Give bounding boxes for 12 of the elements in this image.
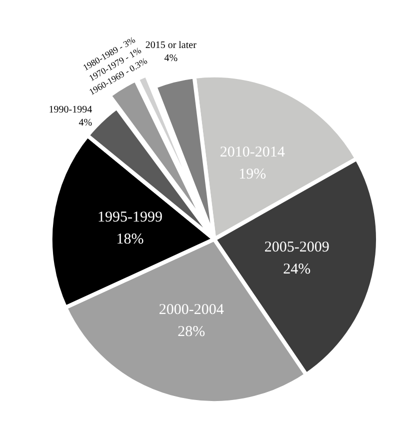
data-label: 19% bbox=[238, 166, 266, 182]
slice-label: 1995-1999 bbox=[97, 209, 162, 226]
data-label: 28% bbox=[178, 324, 206, 340]
data-label: 18% bbox=[116, 231, 144, 248]
data-label: 24% bbox=[283, 262, 311, 278]
slice-label: 2015 or later bbox=[145, 40, 198, 51]
slice-label: 2005-2009 bbox=[264, 240, 330, 256]
slice-label: 2000-2004 bbox=[158, 302, 224, 318]
data-label: 4% bbox=[78, 117, 92, 128]
slice-label: 1990-1994 bbox=[48, 104, 92, 116]
slice-label: 2010-2014 bbox=[220, 144, 286, 160]
data-label: 4% bbox=[164, 52, 178, 64]
